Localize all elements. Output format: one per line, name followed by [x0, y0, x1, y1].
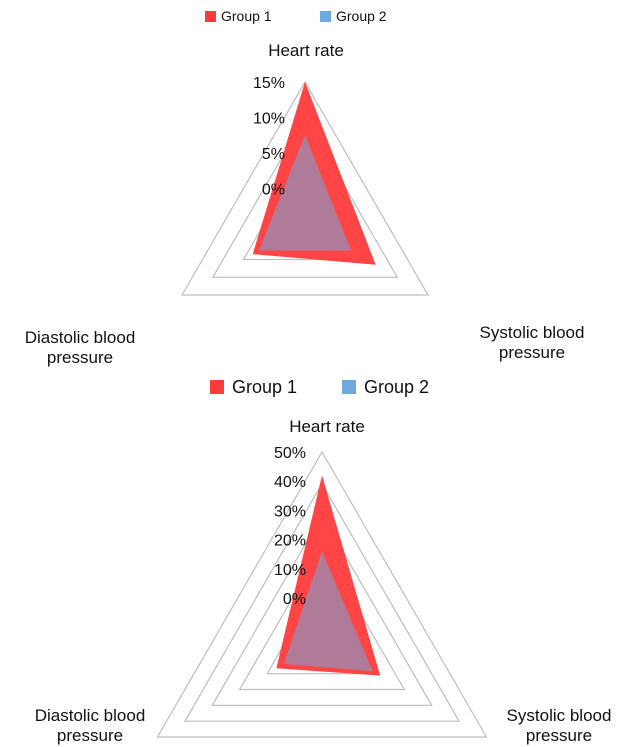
legend-swatch [320, 11, 331, 22]
radar-chart-top: 0% 5% 10% 15% Heart rate Systolic blood pressu… [0, 0, 629, 372]
grid-ring [211, 116, 399, 278]
series-area-2 [258, 135, 352, 251]
grid-ring [180, 80, 430, 296]
series-area-2 [284, 551, 373, 672]
grid-ring [156, 450, 488, 738]
tick-label: 50% [274, 445, 306, 462]
axis-label: Diastolic blood pressure [35, 706, 146, 745]
legend-swatch [210, 380, 224, 394]
tick-label: 10% [253, 111, 285, 128]
grid-ring [211, 514, 433, 706]
tick-label: 40% [274, 474, 306, 491]
tick-label: 10% [274, 562, 306, 579]
radar-chart-svg: 0% 10% 20% 30% 40% 50% Heart rate Systolic bloo… [35, 377, 612, 745]
legend: Group 1 Group 2 [210, 377, 429, 397]
tick-label: 0% [283, 591, 306, 608]
legend: Group 1 Group 2 [205, 8, 387, 24]
axis-label: Systolic blood pressure [507, 706, 612, 745]
tick-label: 0% [262, 182, 285, 199]
legend-swatch [342, 380, 356, 394]
tick-label: 15% [253, 75, 285, 92]
legend-label: Group 1 [232, 377, 297, 397]
legend-label: Group 2 [336, 8, 387, 24]
legend-swatch [205, 11, 216, 22]
tick-labels: 0% 5% 10% 15% [253, 75, 285, 199]
tick-label: 5% [262, 146, 285, 163]
tick-labels: 0% 10% 20% 30% 40% 50% [274, 445, 306, 608]
tick-label: 30% [274, 504, 306, 521]
tick-label: 20% [274, 533, 306, 550]
axis-label: Heart rate [289, 417, 365, 436]
radar-chart-svg: 0% 5% 10% 15% Heart rate Systolic blood pressu… [25, 8, 585, 367]
radar-chart-bottom: 0% 10% 20% 30% 40% 50% Heart rate Systolic bloo… [0, 372, 629, 747]
grid-ring [183, 482, 461, 722]
legend-label: Group 2 [364, 377, 429, 397]
axis-label: Systolic blood pressure [480, 323, 585, 362]
axis-label: Heart rate [268, 41, 344, 60]
axis-label: Diastolic blood pressure [25, 328, 136, 367]
legend-label: Group 1 [221, 8, 272, 24]
